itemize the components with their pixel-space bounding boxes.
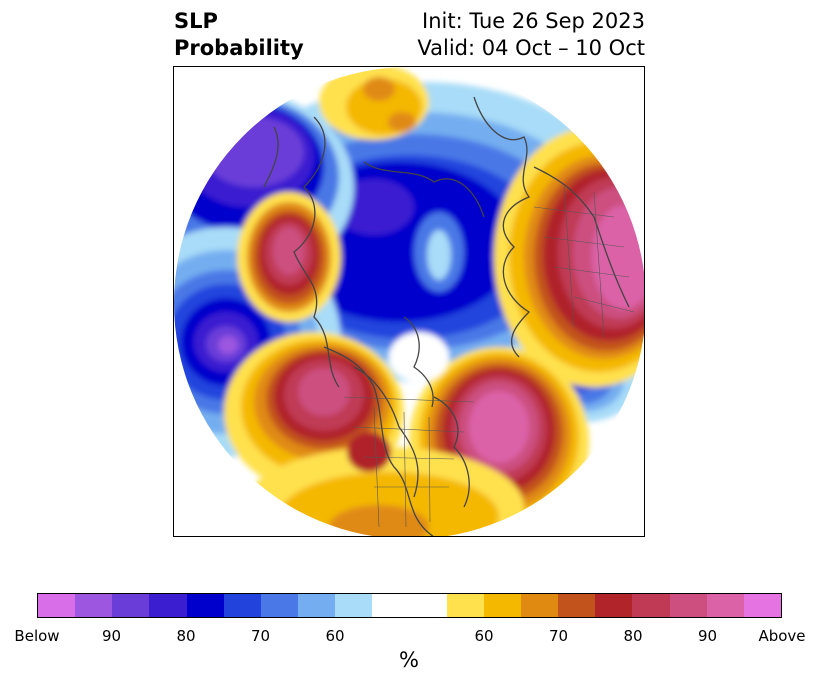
init-date: Init: Tue 26 Sep 2023 [422, 9, 645, 33]
map-title: SLP Probability [174, 8, 304, 62]
colorbar-above-segment [446, 594, 484, 617]
colorbar-below-segment [149, 594, 187, 617]
colorbar-tick-label: 60 [474, 627, 494, 645]
colorbar-above-segment [558, 594, 596, 617]
colorbar-above-segment [743, 594, 782, 617]
probability-field [174, 67, 644, 536]
colorbar-below-segment [335, 594, 373, 617]
colorbar-above-segment [595, 594, 633, 617]
colorbar-tick-label: 60 [325, 627, 345, 645]
colorbar-below-segment [112, 594, 150, 617]
colorbar-below-segment [223, 594, 261, 617]
political-borders [343, 186, 635, 528]
colorbar-above-segment [521, 594, 559, 617]
colorbar-unit-label: % [399, 648, 419, 672]
valid-range: Valid: 04 Oct – 10 Oct [417, 36, 645, 60]
colorbar-tick-label: 70 [548, 627, 569, 645]
title-measure: Probability [174, 36, 304, 60]
colorbar-above-segment [706, 594, 744, 617]
colorbar-neutral-segment [372, 594, 447, 617]
colorbar-below-segment [75, 594, 113, 617]
colorbar-tick-label: 80 [176, 627, 196, 645]
colorbar-above-segment [483, 594, 522, 617]
colorbar-below-segment [186, 594, 224, 617]
colorbar-above-segment [632, 594, 670, 617]
coastlines [263, 96, 630, 536]
colorbar-tick-label: 90 [101, 627, 122, 645]
colorbar-below-segment [298, 594, 336, 617]
us-above-anomaly [244, 432, 524, 536]
colorbar-above-segment [669, 594, 707, 617]
colorbar-tick-label: 80 [623, 627, 643, 645]
map-dates: Init: Tue 26 Sep 2023 Valid: 04 Oct – 10… [417, 8, 645, 62]
northwest-above-anomaly [237, 192, 341, 322]
arctic-above-anomaly [319, 67, 429, 140]
colorbar [37, 593, 782, 618]
colorbar-tick-label: 70 [250, 627, 271, 645]
polar-map [173, 66, 645, 537]
colorbar-tick-label: Above [758, 627, 806, 645]
colorbar-below-segment [260, 594, 299, 617]
colorbar-tick-label: Below [14, 627, 60, 645]
colorbar-tick-label: 90 [697, 627, 718, 645]
colorbar-below-segment [38, 594, 76, 617]
title-variable: SLP [174, 9, 218, 33]
neutral-gap [389, 332, 449, 382]
